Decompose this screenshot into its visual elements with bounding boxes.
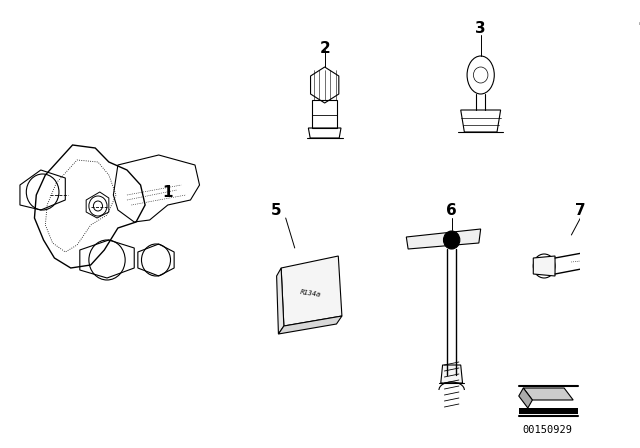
- Polygon shape: [519, 408, 578, 414]
- Polygon shape: [281, 256, 342, 326]
- Polygon shape: [441, 365, 463, 383]
- Polygon shape: [406, 229, 481, 249]
- Text: 00150929: 00150929: [523, 425, 573, 435]
- Text: 3: 3: [476, 21, 486, 35]
- Text: 7: 7: [575, 202, 586, 217]
- Circle shape: [444, 231, 460, 249]
- Polygon shape: [276, 268, 284, 334]
- Text: 2: 2: [319, 40, 330, 56]
- Text: 5: 5: [271, 202, 282, 217]
- Text: R134a: R134a: [300, 289, 322, 297]
- Polygon shape: [524, 388, 573, 400]
- Text: 6: 6: [446, 202, 457, 217]
- Text: 1: 1: [163, 185, 173, 199]
- Polygon shape: [519, 388, 532, 408]
- Polygon shape: [278, 316, 342, 334]
- Text: 4: 4: [639, 14, 640, 30]
- Polygon shape: [533, 256, 555, 276]
